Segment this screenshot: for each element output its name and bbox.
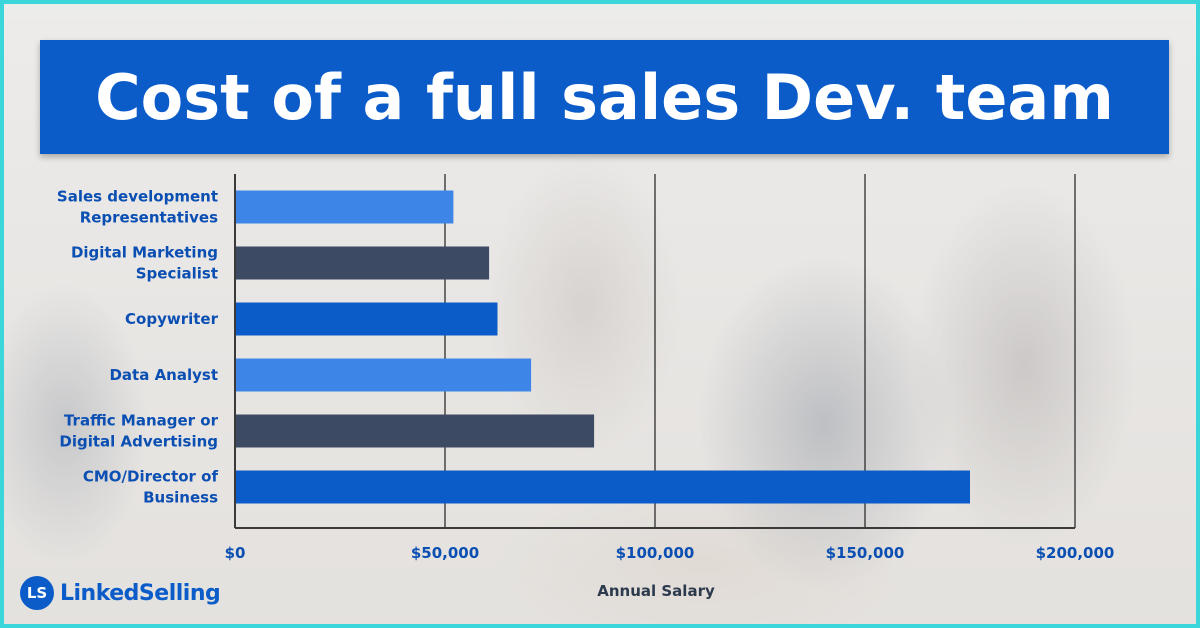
- linkedselling-logo: LS LinkedSelling: [20, 576, 221, 610]
- x-axis-title: Annual Salary: [597, 582, 715, 600]
- bar-1: [236, 246, 490, 280]
- category-label-0: Sales development Representatives: [57, 188, 218, 227]
- bar-0: [236, 190, 454, 224]
- x-tick-label-1: $50,000: [411, 544, 479, 562]
- x-tick-labels: $0 $50,000 $100,000 $150,000 $200,000: [225, 544, 1115, 562]
- category-labels: Sales development Representatives Digital …: [57, 188, 219, 507]
- category-label-4: Traffic Manager or Digital Advertising: [59, 412, 218, 451]
- x-tick-label-3: $150,000: [826, 544, 905, 562]
- bar-4: [236, 414, 595, 448]
- category-label-3: Data Analyst: [109, 366, 218, 384]
- category-label-5: CMO/Director of Business: [83, 468, 219, 507]
- x-tick-label-0: $0: [225, 544, 246, 562]
- salary-bar-chart: Sales development Representatives Digital …: [57, 174, 1115, 600]
- title-banner: Cost of a full sales Dev. team: [40, 40, 1169, 154]
- logo-text: LinkedSelling: [60, 580, 221, 606]
- bar-5: [236, 470, 970, 504]
- bar-3: [236, 358, 532, 392]
- chart-title: Cost of a full sales Dev. team: [95, 60, 1114, 134]
- x-tick-label-4: $200,000: [1036, 544, 1115, 562]
- category-label-1: Digital Marketing Specialist: [71, 244, 218, 283]
- category-label-2: Copywriter: [125, 310, 219, 328]
- bars: [236, 190, 970, 504]
- logo-badge: LS: [20, 576, 54, 610]
- gridlines: [234, 174, 1076, 529]
- x-tick-label-2: $100,000: [616, 544, 695, 562]
- bar-2: [236, 302, 498, 336]
